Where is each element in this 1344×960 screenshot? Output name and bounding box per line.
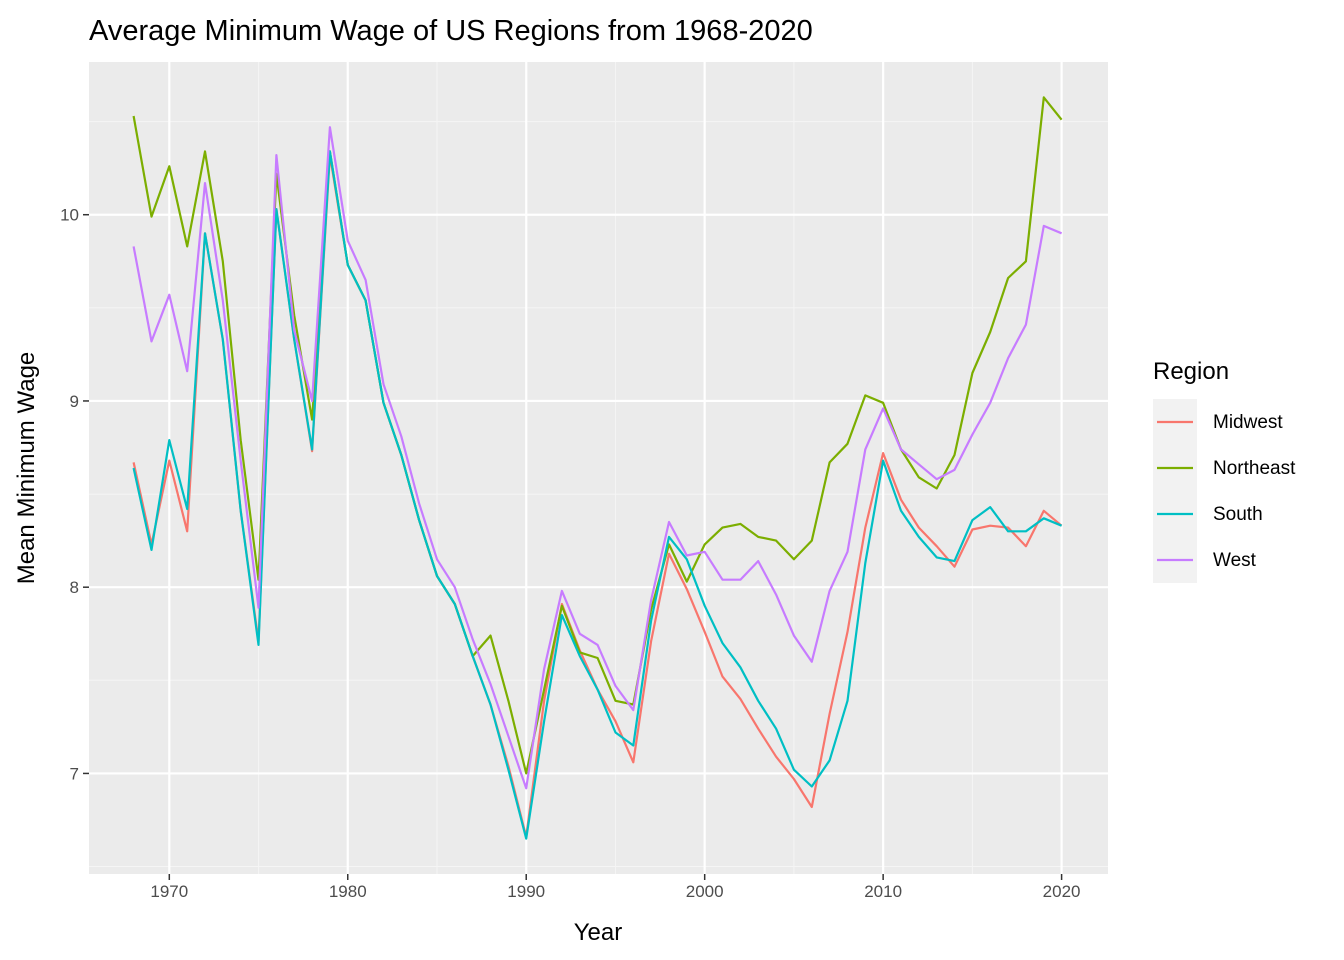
legend-label: South — [1213, 504, 1263, 525]
x-tick-label: 2010 — [864, 882, 902, 901]
chart-title: Average Minimum Wage of US Regions from … — [89, 15, 813, 47]
axes: 1970 1980 1990 2000 2010 2020 7 8 9 10 — [60, 206, 1080, 901]
x-tick-label: 1970 — [150, 882, 188, 901]
y-tick-label: 8 — [70, 578, 79, 597]
x-tick-label: 2000 — [686, 882, 724, 901]
grid-lines — [89, 62, 1108, 874]
legend-title: Region — [1153, 358, 1229, 385]
y-tick-label: 7 — [70, 764, 79, 783]
y-axis-title: Mean Minimum Wage — [13, 352, 40, 585]
y-tick-label: 9 — [70, 392, 79, 411]
x-axis-title: Year — [574, 919, 623, 946]
legend-label: Northeast — [1213, 458, 1296, 479]
series-line-west — [132, 126, 1063, 790]
legend-label: West — [1213, 550, 1257, 571]
legend: Region Midwest Northeast South West — [1153, 358, 1296, 583]
series-line-south — [132, 150, 1063, 840]
y-tick-label: 10 — [60, 206, 79, 225]
legend-label: Midwest — [1213, 412, 1283, 433]
x-tick-label: 1990 — [507, 882, 545, 901]
x-tick-label: 1980 — [329, 882, 367, 901]
series-lines — [132, 96, 1063, 840]
x-tick-label: 2020 — [1043, 882, 1081, 901]
